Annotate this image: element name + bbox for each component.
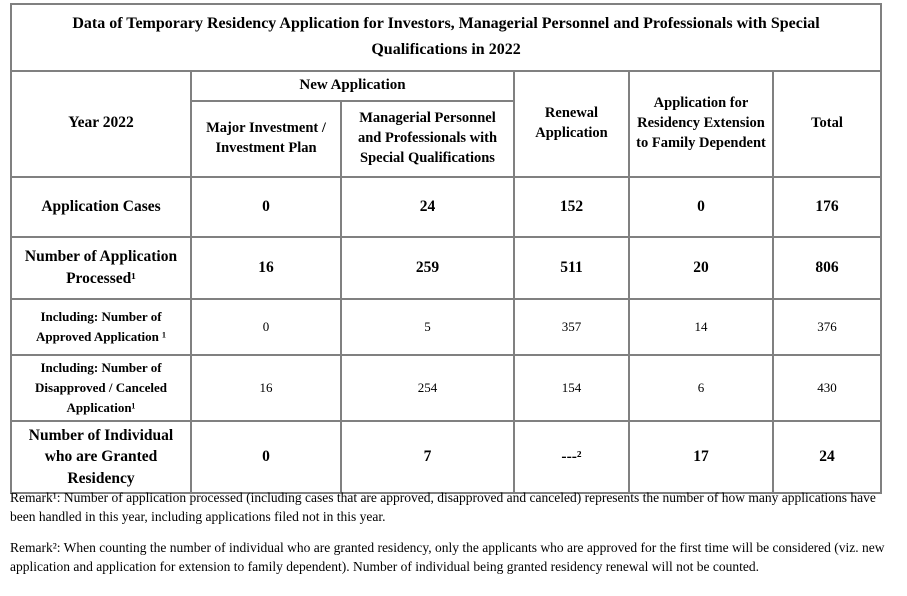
year-header-cell: Year 2022 [10,69,192,178]
row-label-approved-applications: Including: Number of Approved Applicatio… [10,297,192,356]
residency-application-table: Data of Temporary Residency Application … [9,3,883,495]
cell-value: 5 [340,297,515,356]
row-label-granted-residency: Number of Individual who are Granted Res… [10,420,192,495]
table-row-granted-residency: Number of Individual who are Granted Res… [10,420,883,495]
cell-value: 806 [771,235,883,300]
remarks-section: Remark¹: Number of application processed… [10,488,903,589]
major-investment-header: Major Investment / Investment Plan [190,99,342,178]
renewal-application-header: Renewal Application [513,69,630,178]
cell-value: 254 [340,353,515,423]
family-extension-header: Application for Residency Extension to F… [628,69,774,178]
table-row-approved-applications: Including: Number of Approved Applicatio… [10,297,883,356]
row-label-application-cases: Application Cases [10,175,192,238]
cell-value: 176 [771,175,883,238]
cell-value: 511 [513,235,630,300]
cell-value: 24 [771,420,883,495]
table-title-row: Data of Temporary Residency Application … [9,3,883,72]
cell-value: 6 [628,353,774,423]
cell-value: 17 [628,420,774,495]
remark-1: Remark¹: Number of application processed… [10,490,876,525]
cell-value: ---² [513,420,630,495]
cell-value: 376 [771,297,883,356]
remark-2: Remark²: When counting the number of ind… [10,540,885,575]
table-row-application-cases: Application Cases 0 24 152 0 176 [10,175,883,238]
cell-value: 0 [190,175,342,238]
new-application-group-header: New Application [190,69,515,102]
cell-value: 357 [513,297,630,356]
table-row-applications-processed: Number of Application Processed¹ 16 259 … [10,235,883,300]
cell-value: 24 [340,175,515,238]
cell-value: 154 [513,353,630,423]
cell-value: 0 [190,420,342,495]
managerial-header: Managerial Personnel and Professionals w… [340,99,515,178]
cell-value: 0 [190,297,342,356]
cell-value: 20 [628,235,774,300]
cell-value: 0 [628,175,774,238]
row-label-applications-processed: Number of Application Processed¹ [10,235,192,300]
total-header: Total [771,69,883,178]
header-sub-row: Major Investment / Investment Plan Manag… [11,99,881,178]
cell-value: 16 [190,353,342,423]
cell-value: 152 [513,175,630,238]
cell-value: 430 [771,353,883,423]
row-label-disapproved-applications: Including: Number of Disapproved / Cance… [10,353,192,423]
header-group-row: Year 2022 New Application Renewal Applic… [10,69,883,178]
cell-value: 7 [340,420,515,495]
cell-value: 259 [340,235,515,300]
table-row-disapproved-applications: Including: Number of Disapproved / Cance… [10,353,883,423]
cell-value: 16 [190,235,342,300]
cell-value: 14 [628,297,774,356]
table-title: Data of Temporary Residency Application … [9,3,883,72]
